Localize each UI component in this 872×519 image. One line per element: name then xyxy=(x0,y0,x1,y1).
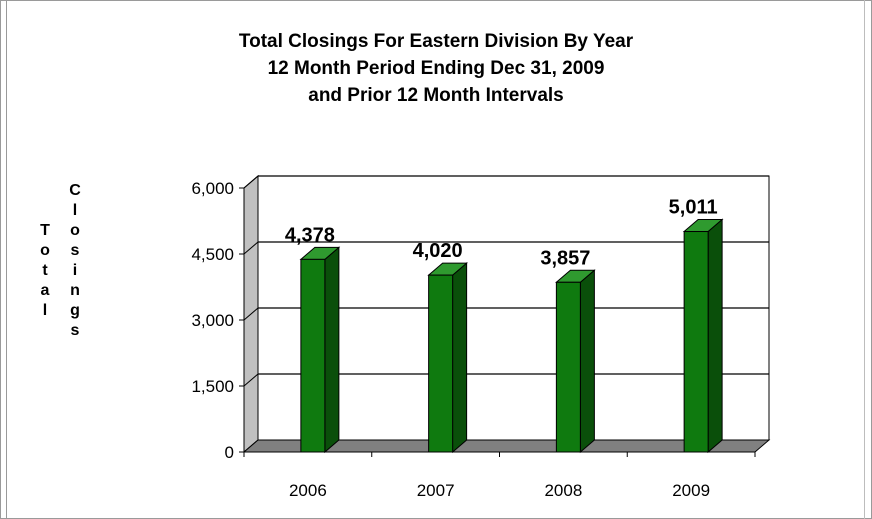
y-tick-label: 4,500 xyxy=(191,245,234,264)
chart-title: Total Closings For Eastern Division By Y… xyxy=(0,28,872,109)
y-axis-label-letter: t xyxy=(42,262,48,279)
bar-side xyxy=(324,246,340,454)
y-tick-label: 6,000 xyxy=(191,179,234,198)
y-axis-label-letter: C xyxy=(69,182,81,199)
data-label: 4,020 xyxy=(413,240,463,262)
y-axis-label-letter: s xyxy=(70,242,80,259)
x-tick-label: 2008 xyxy=(544,481,582,500)
x-tick-label: 2006 xyxy=(289,481,327,500)
y-axis-label-letter: T xyxy=(40,222,50,239)
gridline-side xyxy=(243,175,259,189)
y-tick-label: 3,000 xyxy=(191,311,234,330)
y-axis-label-letter: i xyxy=(72,262,78,279)
data-label: 4,378 xyxy=(285,224,335,246)
frame-divider-right xyxy=(864,0,865,519)
bar xyxy=(428,274,454,453)
y-axis-label-letter: o xyxy=(70,222,80,239)
chart-title-line-2: 12 Month Period Ending Dec 31, 2009 xyxy=(267,58,605,79)
chart-title-line-1: Total Closings For Eastern Division By Y… xyxy=(238,31,634,52)
x-tick-label: 2007 xyxy=(417,481,455,500)
bar-side xyxy=(579,269,595,454)
data-label: 5,011 xyxy=(669,197,718,219)
chart-title-line-3: and Prior 12 Month Intervals xyxy=(308,85,564,106)
bar-side xyxy=(707,218,723,454)
gridline-side xyxy=(243,373,259,387)
y-axis-label-letter: a xyxy=(40,282,50,299)
gridline-side xyxy=(243,307,259,321)
y-axis-label-letter: n xyxy=(70,282,80,299)
bar xyxy=(683,231,709,453)
x-tick-label: 2009 xyxy=(672,481,710,500)
y-tick-label: 0 xyxy=(225,443,234,462)
y-axis-label-letter: o xyxy=(40,242,50,259)
y-axis-label-letter: l xyxy=(42,302,48,319)
bar xyxy=(300,258,326,453)
y-axis-label-letter: l xyxy=(72,202,78,219)
y-axis-label-letter: s xyxy=(70,322,80,339)
y-axis-label-letter: g xyxy=(70,302,80,319)
bar xyxy=(555,281,581,453)
gridline-side xyxy=(243,241,259,255)
frame-divider-left xyxy=(6,0,7,519)
bar-side xyxy=(452,262,468,454)
y-tick-label: 1,500 xyxy=(191,377,234,396)
data-label: 3,857 xyxy=(540,247,590,269)
